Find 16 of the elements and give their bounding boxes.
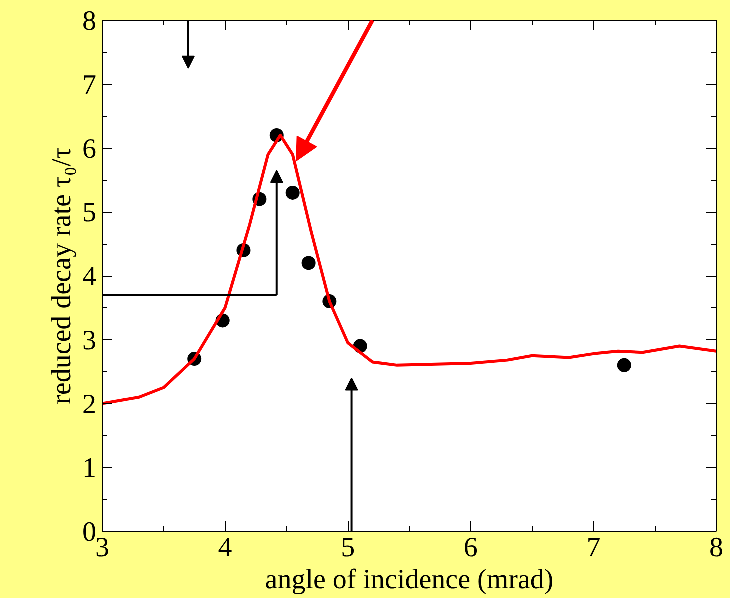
y-tick-label: 0: [82, 517, 96, 548]
x-tick-label: 5: [341, 532, 356, 564]
y-tick-label: 7: [82, 70, 96, 101]
x-axis-title: angle of incidence (mrad): [265, 564, 554, 596]
x-tick-label: 4: [218, 532, 232, 564]
y-tick-label: 4: [82, 262, 96, 292]
x-tick-label: 8: [710, 532, 724, 564]
x-tick-label: 6: [464, 532, 478, 564]
x-tick-label: 7: [586, 532, 601, 564]
y-tick-label: 6: [82, 134, 96, 165]
y-tick-label: 5: [82, 198, 96, 229]
y-tick-label: 2: [82, 389, 96, 420]
y-axis-title: reduced decay rate τ₀/τ: [46, 148, 78, 404]
y-tick-label: 8: [82, 6, 96, 37]
y-tick-label: 3: [82, 325, 96, 356]
y-tick-label: 1: [82, 453, 96, 484]
